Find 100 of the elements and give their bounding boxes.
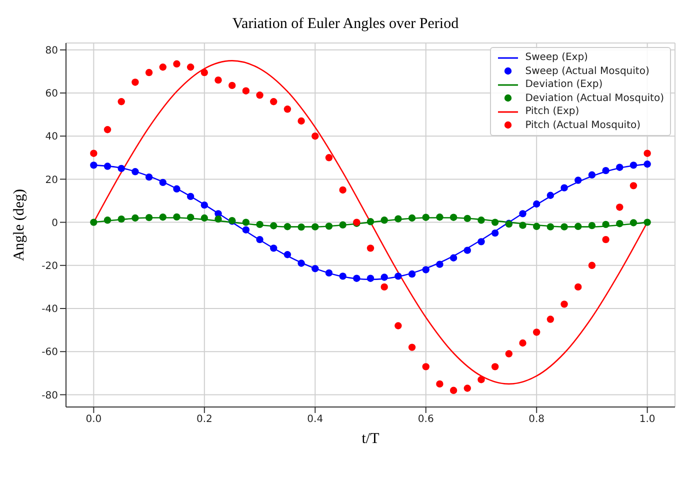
point: [118, 98, 125, 106]
point: [284, 251, 292, 258]
point: [478, 376, 485, 384]
point: [312, 265, 319, 272]
point: [200, 201, 208, 209]
point: [519, 339, 526, 347]
point: [256, 236, 264, 244]
point: [630, 219, 638, 226]
point: [284, 223, 292, 230]
point: [408, 344, 416, 351]
point: [616, 220, 624, 228]
point: [325, 222, 333, 230]
y-tick-label: -40: [42, 304, 58, 316]
point: [284, 106, 292, 113]
point: [380, 274, 388, 281]
point: [436, 214, 444, 221]
point: [173, 213, 180, 221]
point: [436, 260, 444, 268]
point: [394, 322, 402, 330]
point: [242, 226, 250, 234]
point: [450, 214, 458, 221]
point: [546, 316, 554, 323]
point: [644, 218, 651, 226]
point: [90, 150, 98, 157]
point: [644, 160, 651, 168]
point: [602, 220, 610, 228]
point: [546, 192, 554, 199]
point: [630, 182, 638, 190]
point: [491, 229, 499, 237]
point: [132, 78, 139, 86]
x-tick-label: 0.4: [307, 414, 324, 426]
point: [380, 216, 388, 224]
point: [560, 184, 568, 192]
point: [242, 87, 250, 94]
point: [228, 82, 236, 90]
point: [491, 363, 499, 370]
point: [588, 222, 596, 230]
point: [366, 218, 374, 226]
y-tick-label: 60: [45, 88, 58, 100]
legend-label: Pitch (Exp): [525, 105, 580, 118]
point: [408, 214, 416, 222]
point: [450, 254, 458, 262]
point: [132, 168, 139, 176]
y-tick-label: -60: [42, 347, 58, 358]
point: [366, 244, 374, 252]
point: [200, 68, 208, 76]
point: [574, 176, 582, 184]
point: [145, 214, 153, 222]
point: [325, 269, 333, 277]
point: [270, 244, 278, 252]
y-axis-title: Angle (deg): [11, 188, 28, 262]
point: [298, 260, 305, 267]
point: [546, 223, 554, 230]
point: [173, 60, 180, 68]
y-tick-label: 40: [45, 132, 58, 143]
legend-label: Deviation (Actual Mosquito): [525, 92, 664, 105]
point: [186, 214, 194, 221]
y-tick-label: 20: [45, 174, 58, 186]
point: [478, 238, 485, 246]
point: [353, 274, 360, 282]
point: [242, 218, 250, 226]
point: [380, 283, 388, 291]
point: [214, 76, 222, 84]
point: [270, 98, 278, 106]
point: [616, 204, 624, 211]
point: [532, 200, 540, 208]
x-tick-label: 0.0: [86, 414, 102, 426]
point: [312, 132, 319, 140]
point: [90, 162, 98, 169]
point: [118, 164, 125, 172]
point: [339, 186, 346, 194]
point: [339, 272, 346, 280]
point: [186, 192, 194, 200]
point: [464, 246, 471, 254]
point: [366, 274, 374, 282]
point: [588, 171, 596, 178]
x-tick-label: 1.0: [639, 414, 656, 426]
point: [519, 210, 526, 218]
legend-label: Pitch (Actual Mosquito): [525, 118, 641, 132]
legend-label: Deviation (Exp): [525, 78, 603, 92]
point: [270, 222, 278, 230]
chart-title: Variation of Euler Angles over Period: [231, 16, 460, 33]
point: [602, 166, 610, 174]
point: [574, 283, 582, 291]
point: [436, 380, 444, 388]
point: [491, 218, 499, 226]
point: [256, 220, 264, 228]
point: [422, 266, 430, 274]
point: [560, 223, 568, 230]
point: [298, 223, 305, 231]
point: [132, 214, 139, 222]
point: [560, 300, 568, 308]
point: [408, 270, 416, 278]
point: [312, 223, 319, 230]
point: [104, 216, 112, 224]
y-tick-label: 80: [45, 45, 58, 56]
point: [159, 64, 166, 71]
point: [394, 215, 402, 222]
point: [602, 236, 610, 244]
point: [298, 117, 305, 125]
